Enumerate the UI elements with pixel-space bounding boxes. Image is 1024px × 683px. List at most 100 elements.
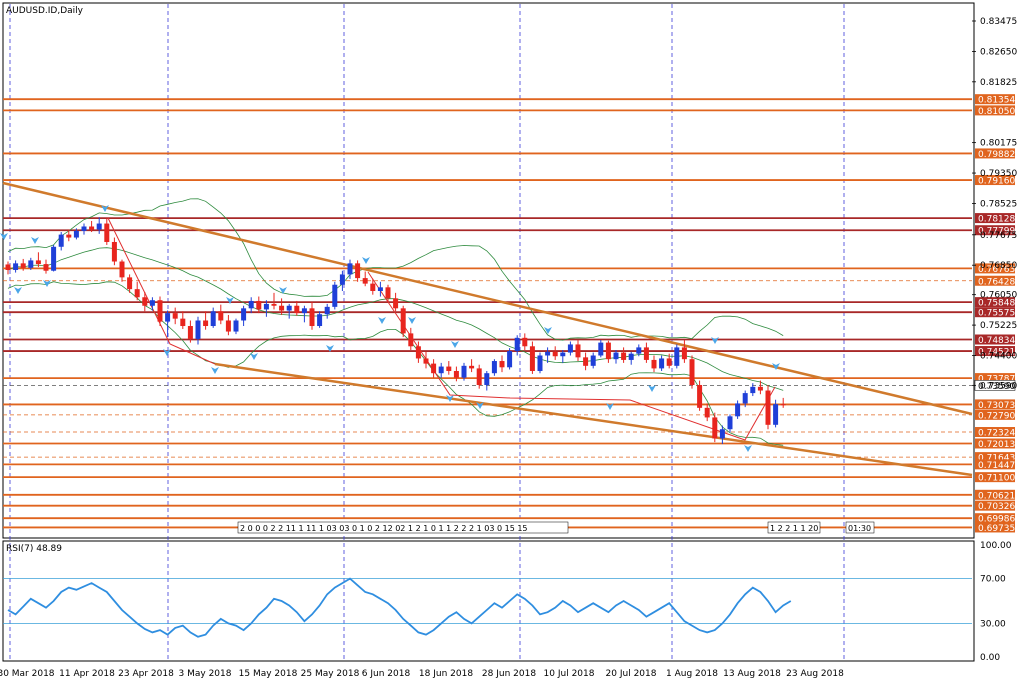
time-scale-strip: 2 0 0 0 2 2 11 1 11 1 03 03 0 1 0 2 12 0… <box>237 521 875 534</box>
candle-body <box>453 370 459 378</box>
candle-body <box>149 300 155 306</box>
upper-trendline <box>2 181 973 416</box>
y-tick-label: 0.75225 <box>980 321 1017 331</box>
x-tick-label: 6 Jun 2018 <box>362 669 411 679</box>
candle-body <box>681 347 687 360</box>
price-tag-label: 0.75575 <box>978 309 1015 319</box>
price-tag <box>975 513 1015 524</box>
candle-body <box>636 347 642 354</box>
candle-body <box>400 308 406 334</box>
rsi-tick-label: 30.00 <box>980 619 1006 629</box>
candle-body <box>20 263 26 268</box>
bb-upper <box>7 198 784 341</box>
rsi-line <box>7 577 792 638</box>
rsi-pane[interactable] <box>2 540 975 662</box>
fractal-arrow-icon <box>250 353 258 360</box>
price-tag <box>975 373 1015 384</box>
fractal-arrow-icon <box>14 287 22 294</box>
candle-body <box>180 318 186 327</box>
time-strip-box-2 <box>767 521 821 534</box>
candle-body <box>317 314 323 327</box>
candle-body <box>484 373 490 385</box>
fractal-arrow-icon <box>226 297 234 304</box>
candle-body <box>605 342 611 360</box>
candle-body <box>271 303 277 306</box>
price-tag-label: 0.73590 <box>978 382 1015 392</box>
candle-body <box>172 313 178 319</box>
price-tag <box>975 263 1015 274</box>
candle-body <box>590 355 596 366</box>
candle-body <box>567 344 573 353</box>
rsi-label: RSI(7) 48.89 <box>6 544 62 554</box>
price-tag <box>975 399 1015 410</box>
candle-body <box>423 358 429 364</box>
fractal-arrow-icon <box>279 287 287 294</box>
price-tag <box>975 452 1015 463</box>
candle-body <box>780 404 786 406</box>
price-tag <box>975 346 1015 357</box>
price-tag <box>975 213 1015 224</box>
fractal-arrow-icon <box>163 349 171 356</box>
fractal-arrow-icon <box>211 367 219 374</box>
price-tag-label: 0.78128 <box>978 215 1015 225</box>
price-tag <box>975 489 1015 500</box>
candle-body <box>461 365 467 378</box>
candle-body <box>712 417 718 439</box>
candle-body <box>697 384 703 408</box>
x-tick-label: 1 Aug 2018 <box>666 669 718 679</box>
candle-body <box>438 366 444 374</box>
candle-body <box>35 260 41 265</box>
candle-body <box>522 337 528 347</box>
y-tick-label: 0.81825 <box>980 78 1017 88</box>
candle-body <box>73 230 79 238</box>
candle-body <box>301 308 307 314</box>
rsi-tick-label: 0.00 <box>980 653 1000 663</box>
x-tick-label: 25 May 2018 <box>301 669 360 679</box>
price-tag-label: 0.76428 <box>978 277 1015 287</box>
lower-trendline <box>214 362 973 477</box>
y-tick-label: 0.73590 <box>980 381 1017 391</box>
price-tag-label: 0.70326 <box>978 502 1015 512</box>
candle-body <box>727 416 733 430</box>
candle-body <box>89 226 95 230</box>
y-tick-label: 0.76850 <box>980 261 1017 271</box>
fractal-arrow-icon <box>362 257 370 264</box>
y-tick-label: 0.80175 <box>980 139 1017 149</box>
candle-body <box>408 333 414 347</box>
time-strip-text-1: 2 0 0 0 2 2 11 1 11 1 03 03 0 1 0 2 12 0… <box>240 524 528 533</box>
price-tag-label: 0.81354 <box>978 96 1015 106</box>
price-tag <box>975 409 1015 420</box>
price-tag <box>975 472 1015 483</box>
candle-body <box>704 407 710 418</box>
candle-body <box>51 246 57 271</box>
x-tick-label: 11 Apr 2018 <box>59 669 115 679</box>
fractal-arrow-icon <box>648 385 656 392</box>
candle-body <box>446 366 452 371</box>
price-tag-label: 0.76763 <box>978 265 1015 275</box>
fractal-arrow-icon <box>378 317 386 324</box>
candle-body <box>514 337 520 352</box>
x-tick-label: 10 Jul 2018 <box>544 669 595 679</box>
candle-body <box>187 326 193 339</box>
candle-body <box>286 305 292 311</box>
x-tick-label: 20 Jul 2018 <box>606 669 657 679</box>
price-tag-label: 0.81050 <box>978 107 1015 117</box>
candles <box>0 205 786 452</box>
candle-body <box>491 361 497 374</box>
price-tag-label: 0.69735 <box>978 524 1015 534</box>
candle-body <box>370 283 376 291</box>
candle-body <box>142 297 148 306</box>
zigzag-line <box>107 217 216 365</box>
price-tag <box>975 148 1015 159</box>
x-tick-label: 23 Aug 2018 <box>786 669 844 679</box>
main-pane[interactable] <box>2 2 975 539</box>
candle-body <box>195 320 201 339</box>
zigzag-line-2 <box>367 271 776 441</box>
candle-body <box>765 390 771 425</box>
price-tag <box>975 275 1015 286</box>
candle-body <box>5 264 11 270</box>
candle-body <box>773 404 779 425</box>
fractal-arrow-icon <box>476 402 484 409</box>
price-tag-label: 0.71643 <box>978 454 1015 464</box>
